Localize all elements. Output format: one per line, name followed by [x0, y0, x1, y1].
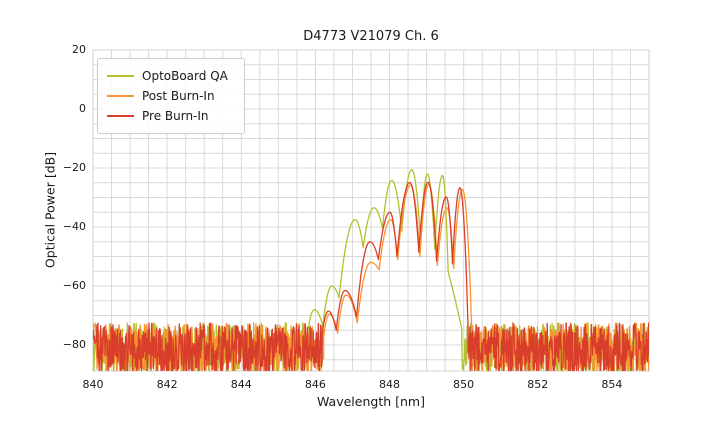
legend-label: OptoBoard QA [142, 69, 228, 83]
x-tick-label: 846 [304, 378, 326, 391]
y-tick-label: −20 [62, 161, 86, 174]
x-tick-label: 850 [453, 378, 475, 391]
legend-label: Post Burn-In [142, 89, 215, 103]
axes-border [92, 49, 650, 372]
x-tick-label: 854 [601, 378, 623, 391]
x-tick-label: 844 [230, 378, 252, 391]
y-tick-label: −60 [62, 279, 86, 293]
legend-item: Post Burn-In [107, 87, 236, 105]
x-tick-label: 852 [527, 378, 549, 391]
legend-line-icon [107, 75, 134, 77]
chart-title: D4773 V21079 Ch. 6 [303, 29, 439, 44]
legend-line-icon [107, 115, 134, 117]
y-tick-label: 20 [72, 43, 86, 56]
legend: OptoBoard QA Post Burn-In Pre Burn-In [97, 58, 245, 134]
x-axis-label: Wavelength [nm] [317, 394, 425, 409]
y-tick-label: 0 [79, 102, 86, 115]
y-tick-label: −40 [62, 220, 86, 234]
legend-line-icon [107, 95, 134, 97]
legend-item: OptoBoard QA [107, 67, 236, 85]
legend-label: Pre Burn-In [142, 109, 209, 123]
series-line-pre-burn-in [93, 181, 649, 371]
x-tick-label: 842 [156, 378, 178, 391]
legend-item: Pre Burn-In [107, 107, 236, 125]
y-tick-label: −80 [62, 338, 86, 352]
x-tick-label: 840 [82, 378, 104, 391]
x-tick-label: 848 [379, 378, 401, 391]
